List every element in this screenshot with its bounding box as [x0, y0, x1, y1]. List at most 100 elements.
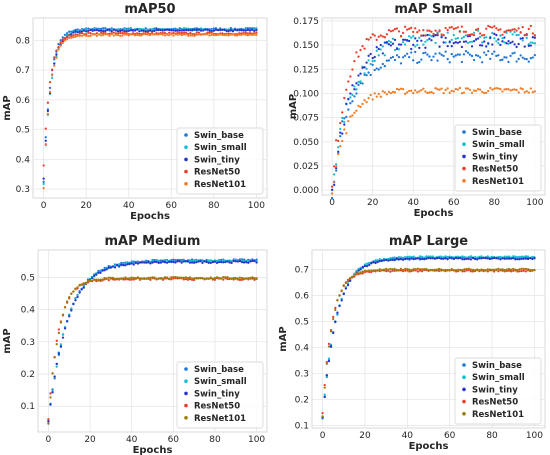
- data-point: [391, 268, 394, 271]
- data-point: [242, 33, 245, 36]
- data-point: [418, 90, 421, 93]
- data-point: [127, 34, 130, 37]
- data-point: [195, 31, 198, 34]
- legend-marker: [462, 387, 466, 392]
- data-point: [116, 30, 120, 33]
- data-point: [515, 45, 518, 49]
- data-point: [418, 255, 422, 258]
- data-point: [108, 32, 111, 35]
- data-point: [393, 27, 397, 31]
- data-point: [87, 27, 90, 30]
- data-point: [429, 268, 432, 272]
- y-tick-label: 0.5: [16, 126, 30, 136]
- data-point: [507, 39, 510, 43]
- data-point: [339, 127, 342, 131]
- data-point: [497, 38, 500, 41]
- data-point: [143, 277, 146, 280]
- data-point: [248, 31, 252, 35]
- data-point: [49, 396, 52, 399]
- data-point: [421, 270, 424, 273]
- data-point: [216, 28, 220, 32]
- data-point: [408, 56, 411, 59]
- data-point: [104, 27, 107, 30]
- data-point: [399, 87, 403, 90]
- data-point: [111, 276, 115, 280]
- data-point: [440, 33, 443, 36]
- data-point: [249, 260, 252, 263]
- data-point: [147, 276, 150, 280]
- data-point: [129, 29, 133, 32]
- data-point: [155, 28, 158, 31]
- data-point: [53, 58, 56, 61]
- legend-box: [176, 127, 264, 195]
- data-point: [463, 268, 466, 271]
- data-point: [44, 139, 47, 142]
- data-point: [401, 38, 405, 41]
- data-point: [323, 386, 326, 389]
- data-point: [76, 28, 79, 31]
- data-point: [85, 30, 88, 33]
- data-point: [101, 269, 104, 272]
- data-point: [493, 37, 496, 40]
- data-point: [219, 28, 222, 32]
- legend-box: [454, 124, 542, 192]
- data-point: [225, 33, 228, 37]
- data-point: [433, 268, 436, 271]
- data-point: [249, 276, 252, 280]
- data-point: [255, 258, 258, 261]
- data-point: [431, 268, 434, 271]
- data-point: [246, 34, 250, 37]
- data-point: [408, 35, 411, 38]
- data-point: [395, 268, 398, 272]
- data-point: [464, 30, 468, 33]
- data-point: [246, 32, 250, 35]
- data-point: [65, 38, 69, 41]
- data-point: [212, 27, 215, 30]
- data-point: [397, 88, 401, 91]
- data-point: [524, 257, 528, 260]
- data-point: [161, 277, 165, 280]
- data-point: [185, 33, 188, 36]
- data-point: [412, 59, 415, 62]
- data-point: [497, 267, 500, 270]
- data-point: [454, 27, 457, 30]
- data-point: [99, 34, 103, 37]
- data-point: [520, 269, 523, 273]
- data-point: [483, 91, 486, 95]
- data-point: [383, 64, 386, 68]
- data-point: [70, 309, 73, 312]
- data-point: [76, 34, 79, 38]
- data-point: [478, 257, 481, 260]
- data-point: [217, 277, 221, 280]
- data-point: [47, 422, 50, 425]
- data-point: [51, 73, 54, 77]
- legend-marker: [184, 133, 188, 137]
- data-point: [105, 277, 108, 280]
- data-point: [412, 267, 415, 271]
- data-point: [228, 261, 231, 264]
- data-point: [180, 33, 184, 37]
- data-point: [497, 270, 500, 273]
- data-point: [115, 264, 119, 267]
- data-point: [359, 81, 362, 85]
- data-point: [230, 277, 233, 280]
- data-point: [53, 62, 56, 65]
- data-point: [347, 119, 350, 123]
- data-point: [134, 261, 138, 264]
- data-point: [323, 395, 326, 399]
- data-point: [125, 30, 128, 33]
- data-point: [351, 114, 354, 117]
- data-point: [503, 56, 506, 59]
- data-point: [138, 34, 141, 37]
- data-point: [462, 35, 466, 39]
- data-point: [148, 33, 152, 37]
- data-point: [471, 268, 475, 272]
- data-point: [197, 28, 201, 31]
- data-point: [144, 30, 147, 33]
- data-point: [208, 31, 211, 34]
- data-point: [108, 28, 111, 31]
- data-point: [516, 256, 519, 259]
- data-point: [231, 30, 235, 33]
- data-point: [325, 374, 328, 377]
- data-point: [349, 102, 352, 105]
